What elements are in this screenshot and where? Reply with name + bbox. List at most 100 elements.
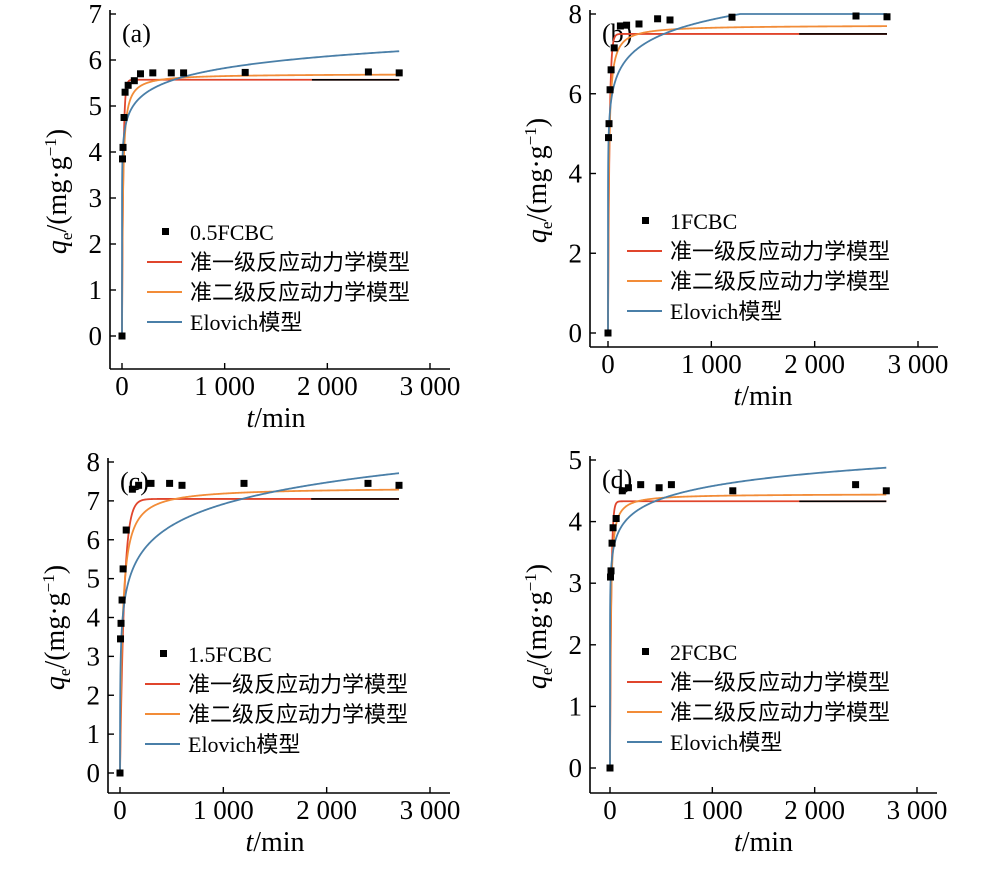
x-axis-label-var: t: [246, 403, 255, 434]
x-axis-label: t/min: [245, 827, 304, 858]
curve-elovich: [119, 472, 400, 774]
y-tick-label: 5: [89, 91, 103, 121]
data-point: [666, 16, 674, 24]
y-axis-label-sup: −1: [41, 138, 60, 156]
y-axis-label-var: q: [522, 229, 553, 243]
y-tick-label: 4: [569, 159, 583, 189]
y-axis-label-unit: /(mg·g: [42, 156, 73, 232]
x-tick-label: 0: [603, 795, 617, 825]
x-tick-label: 2 000: [784, 349, 845, 379]
data-point: [240, 479, 248, 487]
legend-label: 准一级反应动力学模型: [190, 250, 410, 275]
y-tick-label: 0: [569, 753, 583, 783]
data-point: [605, 120, 613, 128]
x-tick-label: 1 000: [194, 371, 255, 401]
y-axis-label-sub: e: [57, 233, 76, 241]
y-tick-label: 7: [89, 0, 103, 29]
data-point: [116, 769, 124, 777]
y-tick-label: 2: [569, 630, 583, 660]
x-tick-label: 3 000: [887, 795, 948, 825]
x-tick-label: 0: [113, 795, 127, 825]
y-axis-label: qe/(mg·g−1): [39, 565, 74, 690]
y-axis-label: qe/(mg·g−1): [521, 118, 556, 243]
data-point: [128, 485, 136, 493]
legend-marker-points: [642, 217, 649, 224]
y-tick-label: 6: [569, 79, 583, 109]
x-tick-label: 3 000: [888, 349, 949, 379]
data-point: [167, 69, 175, 77]
y-axis-label-close: ): [40, 565, 71, 574]
y-axis-label-close: ): [42, 129, 73, 138]
data-point: [618, 487, 626, 495]
data-point: [606, 86, 614, 94]
data-point: [135, 481, 143, 489]
data-point: [117, 635, 125, 643]
x-tick-label: 2 000: [784, 795, 845, 825]
x-axis-label: t/min: [734, 827, 793, 858]
y-tick-label: 7: [87, 486, 101, 516]
panel-1: 0 1 2 3 4 5 6 7 0 1 000 2 000 3 000 t/min qe/(mg·g−1)…: [41, 0, 460, 434]
y-axis-label-close: ): [522, 118, 553, 127]
data-point: [364, 68, 372, 76]
y-tick-label: 3: [89, 183, 103, 213]
data-point: [117, 619, 125, 627]
data-point: [882, 487, 890, 495]
x-tick-label: 2 000: [296, 795, 357, 825]
legend-label: 准二级反应动力学模型: [190, 280, 410, 305]
x-axis-label-unit: /min: [742, 827, 793, 858]
legend-label: 准一级反应动力学模型: [670, 239, 890, 264]
x-tick-label: 2 000: [297, 371, 358, 401]
y-tick-label: 3: [87, 641, 101, 671]
data-point: [119, 565, 127, 573]
y-axis-label-var: q: [40, 676, 71, 690]
legend-label: Elovich模型: [190, 310, 302, 335]
y-tick-label: 6: [87, 525, 101, 555]
y-tick-label: 5: [569, 445, 583, 475]
data-point: [606, 764, 614, 772]
x-axis-label-unit: /min: [254, 403, 305, 434]
panel-3: 0 1 2 3 4 5 6 7 8 0 1 000 2 000 3 000 t/min qe/(mg·g−1…: [39, 447, 460, 858]
data-point: [118, 332, 126, 340]
data-point: [180, 69, 188, 77]
y-axis-label-sub: e: [537, 668, 556, 676]
legend-marker-points: [162, 228, 169, 235]
data-point: [124, 81, 132, 89]
y-tick-label: 5: [87, 564, 101, 594]
data-point: [637, 481, 645, 489]
data-point: [852, 12, 860, 20]
y-tick-label: 3: [569, 568, 583, 598]
y-tick-label: 1: [87, 719, 101, 749]
legend-label: 准二级反应动力学模型: [670, 269, 890, 294]
data-point: [136, 70, 144, 78]
y-axis-label-var: q: [522, 675, 553, 689]
legend-marker-points: [642, 648, 649, 655]
data-point: [609, 524, 617, 532]
x-axis-label-var: t: [733, 381, 742, 412]
y-tick-label: 0: [569, 318, 583, 348]
data-point: [605, 134, 613, 142]
legend-label: 准二级反应动力学模型: [670, 700, 890, 725]
y-axis-label-close: ): [522, 564, 553, 573]
y-tick-label: 2: [569, 238, 583, 268]
legend-label: Elovich模型: [670, 299, 782, 324]
y-tick-label: 0: [87, 758, 101, 788]
y-axis-label: qe/(mg·g−1): [521, 564, 556, 689]
y-axis-label-var: q: [42, 240, 73, 254]
x-tick-label: 1 000: [193, 795, 254, 825]
curve-pfo: [607, 33, 887, 334]
y-tick-label: 8: [87, 447, 101, 477]
data-point: [610, 44, 618, 52]
curve-pso: [609, 493, 887, 769]
data-point: [607, 567, 615, 575]
y-tick-label: 4: [87, 603, 101, 633]
data-point: [364, 479, 372, 487]
legend-label: 0.5FCBC: [190, 220, 274, 245]
y-tick-label: 4: [569, 507, 583, 537]
y-tick-label: 2: [89, 229, 103, 259]
curve-pso: [119, 488, 400, 774]
y-axis-label-sup: −1: [521, 127, 540, 145]
data-point: [607, 66, 615, 74]
panel-label: (a): [122, 19, 151, 48]
data-point: [883, 13, 891, 21]
